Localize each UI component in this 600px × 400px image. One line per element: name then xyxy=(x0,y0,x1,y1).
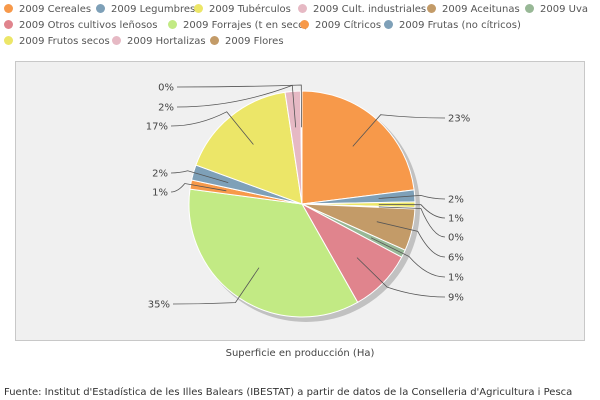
data-label: 1% xyxy=(448,214,464,225)
legend-label: 2009 Frutas (no cítricos) xyxy=(399,20,521,31)
legend-item[interactable]: 2009 Uva xyxy=(525,3,588,17)
legend-marker xyxy=(210,36,219,45)
legend-item[interactable]: 2009 Legumbres xyxy=(96,3,195,17)
legend-marker xyxy=(194,4,203,13)
label-connector xyxy=(170,111,254,145)
legend-marker xyxy=(384,20,393,29)
source-note: Fuente: Institut d'Estadística de les Il… xyxy=(4,387,573,398)
chart-caption: Superficie en producción (Ha) xyxy=(225,348,375,359)
data-label: 1% xyxy=(152,188,168,199)
label-connector xyxy=(378,204,446,219)
legend-item[interactable]: 2009 Hortalizas xyxy=(112,35,206,49)
data-label: 1% xyxy=(448,273,464,284)
legend-label: 2009 Legumbres xyxy=(111,4,196,15)
legend-label: 2009 Aceitunas xyxy=(442,4,520,15)
label-connector xyxy=(172,267,260,305)
label-connector xyxy=(170,183,227,193)
data-label: 0% xyxy=(448,233,464,244)
legend-marker xyxy=(112,36,121,45)
legend-marker xyxy=(96,4,105,13)
legend-label: 2009 Uva xyxy=(540,4,588,15)
legend-marker xyxy=(525,4,534,13)
legend-label: 2009 Forrajes (t en seco) xyxy=(183,20,309,31)
pie-chart: 23% 2% 1% 0% 6% 1% 9% 35% 1% 2% 17% 2% 0% xyxy=(146,83,470,322)
legend-item[interactable]: 2009 Cítricos xyxy=(300,19,381,33)
label-connector xyxy=(378,206,446,238)
label-connector xyxy=(370,237,446,278)
legend-item[interactable]: 2009 Flores xyxy=(210,35,284,49)
data-label: 9% xyxy=(448,293,464,304)
pie-slice[interactable] xyxy=(301,90,415,205)
data-label: 2% xyxy=(152,169,168,180)
legend-marker xyxy=(300,20,309,29)
chart-plot-area: 23% 2% 1% 0% 6% 1% 9% 35% 1% 2% 17% 2% 0% xyxy=(15,61,585,341)
legend-label: 2009 Tubérculos xyxy=(209,4,291,15)
legend-marker xyxy=(427,4,436,13)
data-label: 6% xyxy=(448,253,464,264)
legend-label: 2009 Flores xyxy=(225,36,284,47)
label-connector xyxy=(176,84,302,128)
legend-marker xyxy=(4,4,13,13)
legend-item[interactable]: 2009 Cult. industriales xyxy=(298,3,426,17)
legend-marker xyxy=(298,4,307,13)
legend-item[interactable]: 2009 Tubérculos xyxy=(194,3,291,17)
data-label: 0% xyxy=(158,83,174,94)
legend-item[interactable]: 2009 Frutos secos xyxy=(4,35,110,49)
legend-item[interactable]: 2009 Aceitunas xyxy=(427,3,520,17)
label-connector xyxy=(170,170,229,183)
legend-item[interactable]: 2009 Frutas (no cítricos) xyxy=(384,19,521,33)
label-connector xyxy=(176,84,297,128)
legend-item[interactable]: 2009 Otros cultivos leñosos xyxy=(4,19,157,33)
legend-label: 2009 Cítricos xyxy=(315,20,382,31)
data-label: 2% xyxy=(448,195,464,206)
data-label: 2% xyxy=(158,103,174,114)
legend-item[interactable]: 2009 Cereales xyxy=(4,3,91,17)
label-connector xyxy=(352,114,446,147)
label-connector xyxy=(356,257,446,298)
legend-item[interactable]: 2009 Forrajes (t en seco) xyxy=(168,19,308,33)
legend-label: 2009 Cult. industriales xyxy=(313,4,427,15)
data-label: 23% xyxy=(448,114,470,125)
label-connector xyxy=(378,194,446,200)
legend-marker xyxy=(4,36,13,45)
legend-marker xyxy=(168,20,177,29)
legend-label: 2009 Frutos secos xyxy=(19,36,110,47)
legend-label: 2009 Otros cultivos leñosos xyxy=(19,20,158,31)
data-label: 17% xyxy=(146,122,168,133)
label-connector xyxy=(376,221,446,258)
legend-label: 2009 Hortalizas xyxy=(127,36,206,47)
legend-label: 2009 Cereales xyxy=(19,4,92,15)
legend-marker xyxy=(4,20,13,29)
data-label: 35% xyxy=(148,300,170,311)
